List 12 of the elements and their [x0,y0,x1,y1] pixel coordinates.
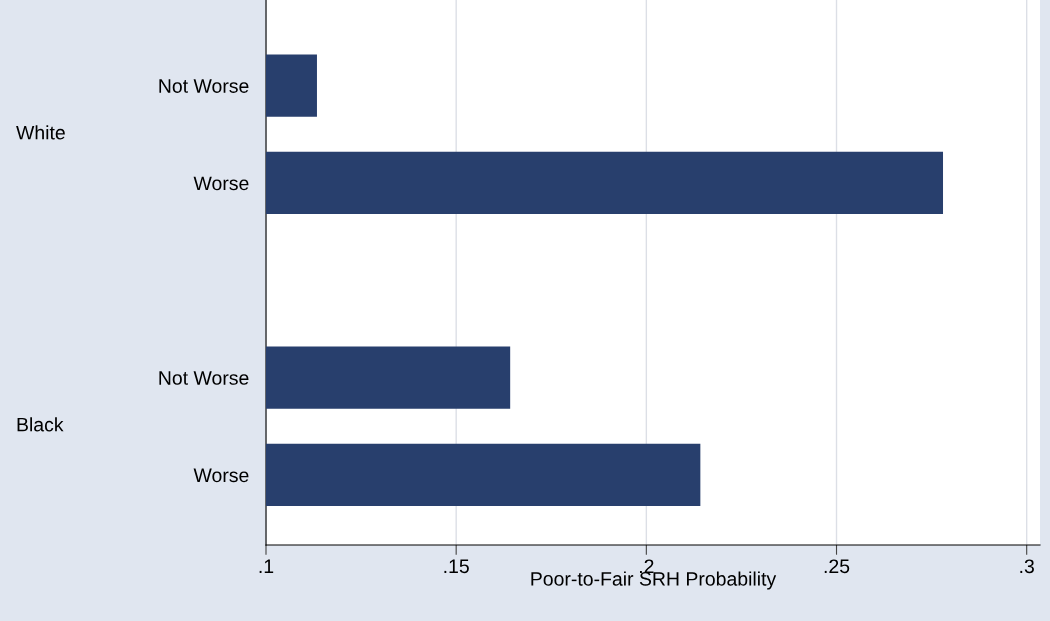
x-tick-label: .3 [1020,559,1034,574]
y-tick-label: Not Worse [159,371,249,385]
x-tick-label: .15 [444,559,469,574]
text: Black [17,417,64,432]
x-tick-label: .25 [824,559,850,574]
text: White [16,125,65,140]
x-tick-label: .1 [259,559,274,573]
x-axis-title: Poor-to-Fair SRH Probability [531,571,777,590]
y-tick-label: Worse [193,176,249,191]
x-tick-label: .2 [640,559,654,573]
y-tick-label: Not Worse [159,79,249,93]
y-tick-label: Worse [193,468,249,483]
